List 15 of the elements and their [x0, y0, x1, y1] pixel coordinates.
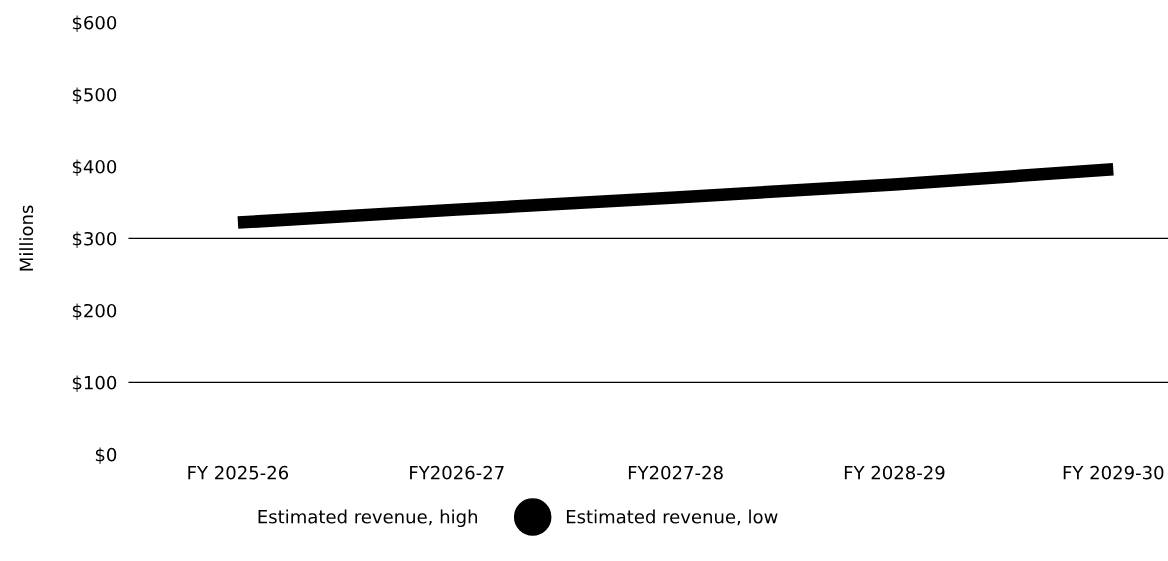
x-tick-label: FY 2029-30	[1063, 465, 1164, 480]
y-axis-title: Millions	[19, 205, 34, 271]
x-tick-label: FY2026-27	[410, 465, 504, 480]
y-tick-label: $400	[72, 159, 117, 176]
x-tick-label: FY 2025-26	[188, 465, 289, 480]
x-tick-label: FY 2028-29	[844, 465, 945, 480]
y-tick-label: $500	[72, 87, 117, 104]
y-tick-label: $600	[72, 15, 117, 32]
legend-label: Estimated revenue, low	[566, 509, 778, 526]
y-tick-label: $100	[72, 375, 117, 392]
text: Estimated revenue, high	[258, 509, 477, 528]
y-tick-label: $0	[95, 447, 117, 464]
x-tick-label: FY2027-28	[628, 465, 723, 480]
y-tick-label: $200	[72, 303, 117, 320]
y-tick-label: $300	[72, 231, 117, 248]
